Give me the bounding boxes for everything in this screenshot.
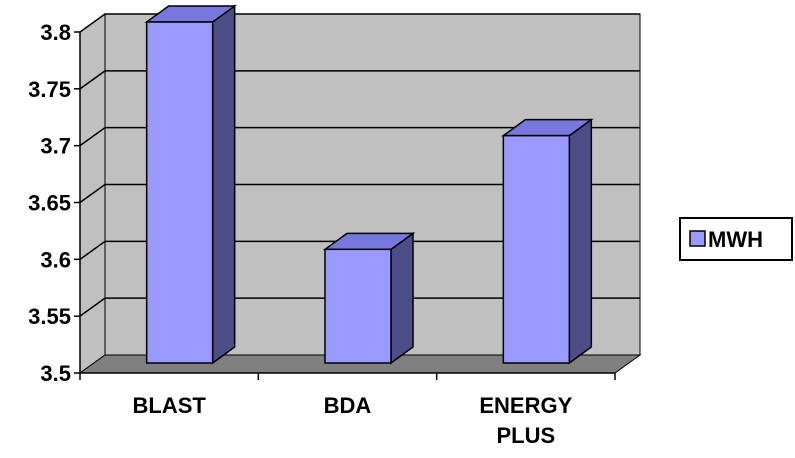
x-tick-label: ENERGY — [479, 393, 572, 418]
bar-front — [324, 248, 392, 364]
bars — [144, 4, 594, 365]
x-tick-label: PLUS — [496, 423, 555, 448]
bar-front — [502, 134, 571, 364]
y-tick-label: 3.7 — [40, 134, 71, 159]
gridline — [79, 240, 640, 260]
y-axis: 3.5 3.55 3.6 3.65 3.7 3.75 3.8 — [28, 20, 81, 386]
bar-blast — [144, 4, 237, 365]
bar-energy-plus — [501, 118, 594, 365]
y-tick-label: 3.5 — [40, 361, 71, 386]
x-axis: BLAST BDA ENERGY PLUS — [79, 372, 616, 448]
y-tick-label: 3.55 — [28, 304, 71, 329]
gridline — [79, 183, 640, 204]
bar-side — [211, 4, 236, 365]
x-tick-label: BDA — [324, 393, 372, 418]
gridline — [79, 297, 640, 317]
legend-label-mwh: MWH — [708, 227, 763, 252]
gridline — [79, 70, 640, 90]
y-tick-label: 3.8 — [40, 20, 71, 45]
bar-side — [390, 231, 414, 365]
bar-front — [145, 21, 214, 364]
gridline — [79, 126, 640, 147]
gridline — [79, 13, 640, 33]
legend: MWH — [679, 217, 793, 261]
legend-swatch — [689, 230, 706, 247]
y-tick-label: 3.6 — [40, 247, 71, 272]
x-tick-label: BLAST — [133, 393, 207, 418]
y-tick-label: 3.75 — [28, 77, 71, 102]
y-tick-label: 3.65 — [28, 191, 71, 216]
bar-bda — [322, 231, 416, 365]
bar-side — [568, 118, 593, 365]
